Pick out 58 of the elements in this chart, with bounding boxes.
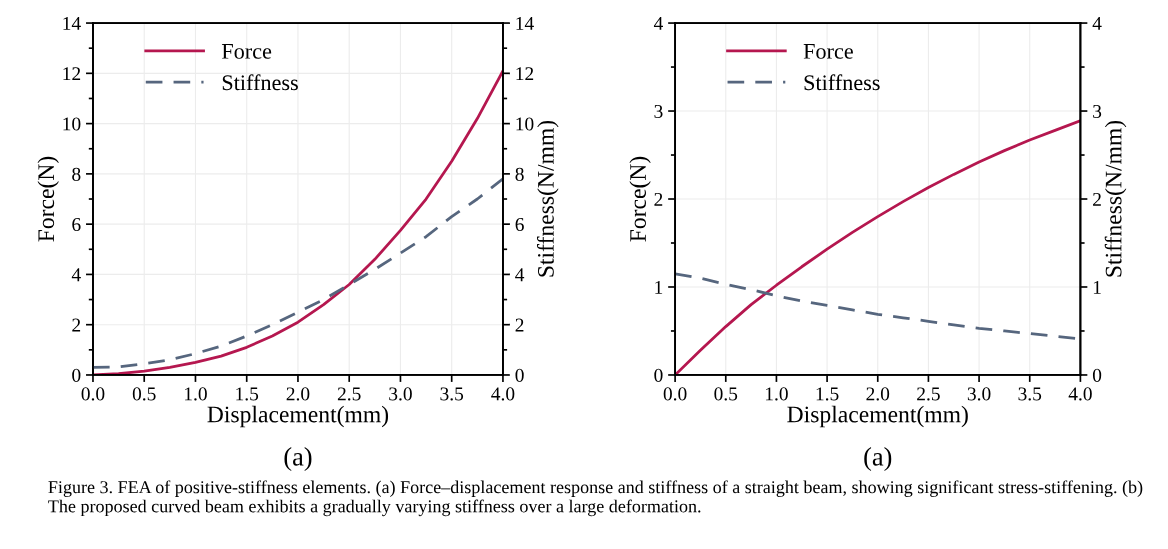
y2-tick-label: 8	[515, 167, 524, 181]
x-tick-label: 2.0	[866, 387, 890, 401]
x-tick-label: 1.0	[765, 387, 788, 401]
x-tick-label: 4.0	[491, 387, 515, 401]
x-tick-label: 3.0	[967, 387, 991, 401]
y-tick-label: 4	[71, 268, 81, 282]
y-tick-label: 0	[72, 368, 81, 382]
y2-axis-title: Stiffness(N/mm)	[536, 120, 559, 277]
x-tick-label: 2.5	[917, 387, 940, 401]
y2-axis-title: Stiffness(N/mm)	[1104, 120, 1127, 277]
legend-label: Force	[803, 44, 853, 59]
line-series	[92, 177, 503, 369]
legend-label: Stiffness	[804, 74, 880, 91]
legend-label: Stiffness	[222, 74, 298, 91]
text: (a)	[864, 447, 892, 472]
y-tick-label: 0	[654, 368, 663, 382]
x-tick-label: 1.0	[185, 387, 207, 401]
y2-tick-label: 14	[516, 16, 534, 30]
x-tick-label: 0.0	[81, 387, 105, 401]
x-tick-label: 1.5	[236, 387, 259, 401]
x-axis-title: Displacement(mm)	[787, 405, 968, 428]
y-tick-label: 2	[72, 318, 81, 332]
x-tick-label: 3.0	[389, 387, 412, 401]
caption: Figure 3. FEA of positive-stiffness elements. (a) Force–displacement response and stiffness of a straight beam, showing significant stress-stiffening. (b) The proposed curved beam exhibits a gradually varying stiffness over a large deformation.	[48, 480, 1143, 517]
y2-tick-label: 0	[515, 368, 524, 382]
x-tick-label: 1.5	[816, 387, 839, 401]
y2-tick-label: 4	[515, 268, 525, 282]
x-tick-label: 3.5	[1018, 387, 1042, 401]
y2-tick-label: 2	[515, 318, 524, 332]
y2-tick-label: 12	[516, 67, 534, 81]
x-tick-label: 4.0	[1068, 387, 1092, 401]
x-tick-label: 2.5	[337, 387, 361, 401]
y-tick-label: 10	[63, 117, 81, 131]
y2-tick-label: 4	[1092, 17, 1102, 30]
x-tick-label: 3.5	[440, 387, 464, 401]
y-tick-label: 8	[72, 167, 81, 181]
y-tick-label: 2	[654, 192, 663, 206]
y-tick-label: 4	[653, 17, 663, 30]
y2-tick-label: 2	[1093, 192, 1101, 206]
y2-tick-label: 10	[516, 117, 534, 131]
y2-tick-label: 6	[515, 218, 524, 232]
y2-tick-label: 1	[1093, 280, 1101, 294]
y-tick-label: 12	[63, 67, 81, 81]
y-tick-label: 3	[654, 104, 663, 118]
legend-label: Force	[221, 44, 272, 59]
y-tick-label: 14	[63, 16, 81, 30]
x-tick-label: 0.5	[132, 387, 156, 401]
y-tick-label: 6	[72, 218, 81, 232]
y-axis-title: Force(N)	[37, 156, 59, 242]
y2-tick-label: 3	[1093, 104, 1102, 118]
x-tick-label: 0.0	[663, 387, 687, 401]
x-tick-label: 2.0	[286, 387, 310, 401]
text: (a)	[284, 447, 312, 472]
y-tick-label: 1	[655, 280, 663, 294]
x-tick-label: 0.5	[714, 387, 738, 401]
x-axis-title: Displacement(mm)	[207, 405, 389, 428]
y-axis-title: Force(N)	[629, 156, 651, 242]
y2-tick-label: 0	[1092, 368, 1102, 382]
